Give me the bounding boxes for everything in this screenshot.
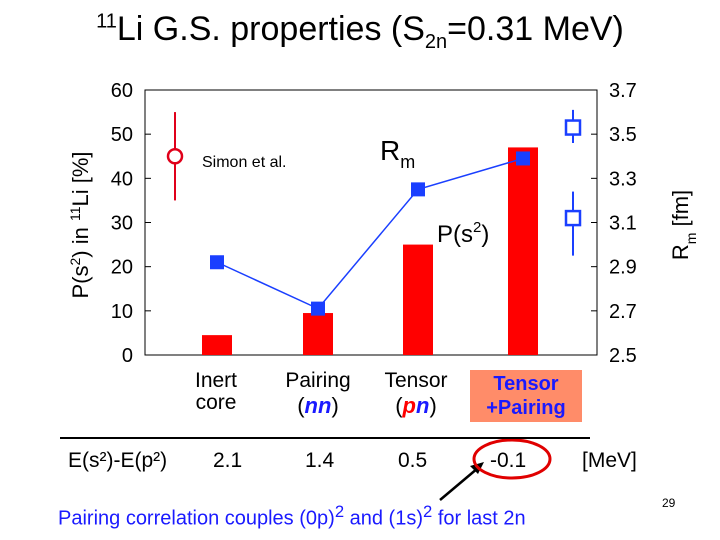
- bar-ps2-3: [508, 147, 538, 355]
- y-tick-label-right: 3.7: [609, 80, 637, 102]
- category-label-tensor: Tensor: [384, 369, 448, 392]
- rm-line: [216, 157, 524, 310]
- y-tick-label-right: 2.9: [609, 257, 637, 279]
- y-tick-label-right: 3.1: [609, 213, 637, 235]
- legend-label: Simon et al.: [202, 154, 286, 171]
- rm-series-label: Rm: [380, 135, 415, 172]
- category-label-pn: (pn): [395, 393, 437, 418]
- category-label-pairing: Pairing: [285, 369, 351, 392]
- category-label-inert-core: Inert core: [194, 369, 238, 414]
- exp-ps2-marker: [166, 148, 184, 165]
- page-number: 29: [662, 496, 676, 510]
- pairing-note: Pairing correlation couples (0p)2 and (1…: [58, 502, 526, 530]
- exp-rm-marker-0: [564, 119, 582, 136]
- y-tick-label-right: 2.5: [609, 345, 637, 367]
- y-tick-label-left: 30: [111, 213, 133, 235]
- rm-marker-2: [411, 182, 425, 197]
- energy-value-tensor-pairing: -0.1: [490, 449, 527, 472]
- y-tick-label-left: 0: [122, 345, 133, 367]
- rm-marker-3: [516, 151, 530, 166]
- category-label-nn: (nn): [297, 393, 339, 418]
- energy-row-label: E(s²)-E(p²): [68, 449, 168, 472]
- y-axis-label-right: Rm [fm]: [668, 190, 699, 260]
- energy-value-pairing: 1.4: [305, 449, 335, 472]
- exp-rm-marker-1: [564, 209, 582, 227]
- energy-unit: [MeV]: [582, 449, 637, 472]
- highlight-ellipse: [472, 438, 552, 480]
- y-tick-label-right: 3.5: [609, 124, 637, 146]
- y-tick-label-left: 60: [111, 80, 133, 102]
- y-tick-label-right: 2.7: [609, 301, 637, 323]
- bar-ps2-1: [303, 313, 333, 355]
- energy-value-tensor: 0.5: [398, 449, 428, 472]
- y-tick-label-left: 20: [111, 257, 133, 279]
- rm-marker-0: [210, 255, 224, 270]
- y-tick-label-left: 10: [111, 301, 133, 323]
- rm-marker-1: [311, 301, 325, 316]
- bar-ps2-2: [403, 244, 433, 355]
- y-tick-label-left: 50: [111, 124, 133, 146]
- energy-value-inert: 2.1: [213, 449, 243, 472]
- y-tick-label-right: 3.3: [609, 168, 637, 190]
- category-label-tensor-pairing: Tensor +Pairing: [470, 370, 582, 422]
- energy-divider: [60, 437, 590, 439]
- slide-title: 11Li G.S. properties (S2n=0.31 MeV): [96, 10, 624, 53]
- y-tick-label-left: 40: [111, 168, 133, 190]
- note-arrow: [439, 467, 479, 501]
- ps2-series-label: P(s2): [437, 219, 489, 248]
- bar-ps2-0: [202, 335, 232, 355]
- y-axis-label-left: P(s2) in 11Li [%]: [67, 151, 93, 298]
